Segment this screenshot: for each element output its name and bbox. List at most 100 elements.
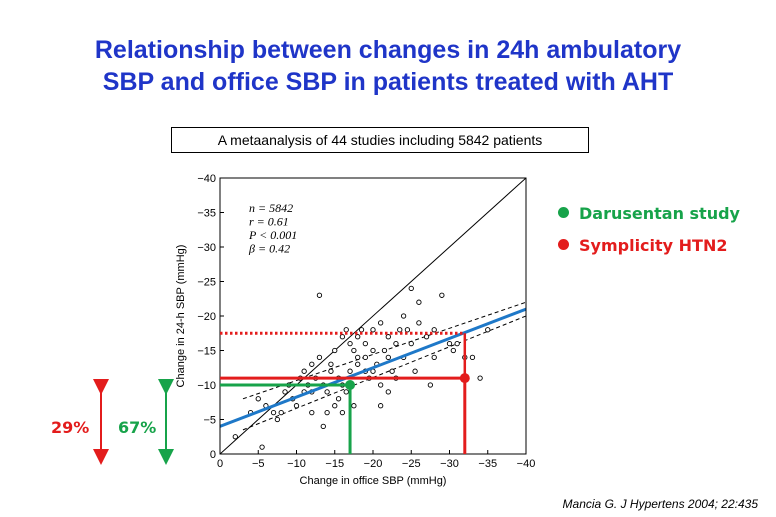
data-point-57 bbox=[385, 354, 391, 361]
data-point-37 bbox=[351, 403, 357, 409]
percentage-red: 29% bbox=[51, 418, 90, 437]
stat-line-3: β = 0.42 bbox=[248, 242, 290, 256]
data-point-53 bbox=[377, 382, 384, 388]
y-tick-label-2: −10 bbox=[197, 380, 216, 392]
data-point-24 bbox=[324, 389, 330, 395]
legend-label-symplicity: Symplicity HTN2 bbox=[579, 236, 728, 255]
data-point-34 bbox=[343, 327, 349, 333]
darusentan-marker bbox=[345, 380, 356, 390]
y-tick-label-7: −35 bbox=[197, 208, 216, 220]
data-point-22 bbox=[320, 423, 326, 430]
data-point-41 bbox=[355, 354, 361, 361]
data-point-81 bbox=[485, 327, 491, 333]
data-point-16 bbox=[309, 409, 315, 416]
data-point-25 bbox=[328, 368, 334, 374]
data-point-26 bbox=[328, 361, 334, 367]
data-point-47 bbox=[370, 347, 376, 354]
legend-item-darusentan: Darusentan study bbox=[558, 204, 740, 223]
data-point-64 bbox=[404, 327, 411, 333]
data-point-5 bbox=[270, 409, 277, 416]
data-point-31 bbox=[339, 409, 346, 416]
data-point-19 bbox=[316, 354, 323, 361]
data-point-68 bbox=[416, 320, 422, 326]
x-axis-label: Change in office SBP (mmHg) bbox=[300, 475, 447, 487]
stat-line-0: n = 5842 bbox=[249, 201, 293, 215]
data-point-74 bbox=[439, 292, 445, 298]
data-point-35 bbox=[347, 368, 353, 374]
plot-clip-group bbox=[220, 178, 526, 454]
x-tick-label-6: −30 bbox=[440, 458, 459, 470]
data-point-28 bbox=[332, 347, 338, 354]
symplicity-marker bbox=[459, 373, 470, 384]
data-point-58 bbox=[389, 368, 395, 374]
data-point-73 bbox=[431, 327, 437, 333]
title-line-2: SBP and office SBP in patients treated w… bbox=[102, 68, 674, 96]
data-point-30 bbox=[335, 396, 342, 402]
x-tick-label-5: −25 bbox=[402, 458, 421, 470]
data-point-52 bbox=[377, 320, 384, 326]
data-point-54 bbox=[381, 347, 388, 354]
data-point-79 bbox=[469, 354, 476, 361]
data-point-40 bbox=[355, 334, 361, 340]
x-tick-label-0: 0 bbox=[217, 458, 223, 470]
data-point-76 bbox=[450, 347, 456, 354]
data-point-38 bbox=[351, 347, 357, 354]
citation: Mancia G. J Hypertens 2004; 22:435 bbox=[562, 497, 758, 511]
data-point-3 bbox=[259, 444, 265, 450]
y-tick-label-1: −5 bbox=[203, 415, 216, 427]
data-point-75 bbox=[446, 340, 453, 347]
data-point-66 bbox=[408, 285, 414, 292]
data-point-6 bbox=[274, 416, 281, 423]
data-point-51 bbox=[377, 403, 384, 409]
data-point-42 bbox=[358, 327, 365, 333]
data-point-2 bbox=[255, 396, 261, 402]
data-point-83 bbox=[339, 334, 346, 340]
legend-item-symplicity: Symplicity HTN2 bbox=[558, 236, 728, 255]
data-point-69 bbox=[416, 299, 422, 305]
data-point-71 bbox=[427, 382, 434, 388]
data-point-63 bbox=[400, 313, 407, 319]
data-point-65 bbox=[408, 340, 414, 347]
data-point-56 bbox=[385, 389, 391, 395]
data-point-39 bbox=[355, 361, 361, 367]
x-tick-label-1: −5 bbox=[252, 458, 265, 470]
data-point-72 bbox=[431, 354, 437, 361]
data-point-7 bbox=[278, 409, 284, 416]
y-tick-label-6: −30 bbox=[197, 242, 216, 254]
ci-lower-line bbox=[242, 315, 526, 431]
data-point-20 bbox=[316, 292, 323, 298]
y-tick-label-0: 0 bbox=[210, 449, 216, 461]
data-point-8 bbox=[282, 389, 288, 395]
data-point-48 bbox=[370, 327, 376, 333]
data-point-70 bbox=[423, 334, 430, 340]
x-tick-label-3: −15 bbox=[325, 458, 344, 470]
data-point-44 bbox=[362, 340, 368, 347]
data-point-33 bbox=[343, 389, 349, 395]
page-title: Relationship between changes in 24h ambu… bbox=[0, 34, 776, 98]
data-point-23 bbox=[324, 409, 330, 416]
legend-label-darusentan: Darusentan study bbox=[579, 204, 740, 223]
y-tick-label-5: −25 bbox=[197, 277, 216, 289]
data-point-0 bbox=[232, 434, 238, 440]
stat-line-2: P < 0.001 bbox=[248, 228, 297, 242]
y-tick-label-8: −40 bbox=[197, 173, 216, 185]
y-tick-label-3: −15 bbox=[197, 346, 216, 358]
data-point-14 bbox=[301, 368, 307, 374]
x-tick-label-4: −20 bbox=[364, 458, 383, 470]
y-axis-label: Change in 24-h SBP (mmHg) bbox=[175, 245, 187, 388]
x-tick-label-8: −40 bbox=[517, 458, 536, 470]
title-line-1: Relationship between changes in 24h ambu… bbox=[94, 36, 682, 64]
stat-line-1: r = 0.61 bbox=[249, 215, 289, 229]
green-dot-icon bbox=[558, 207, 569, 218]
regression-line bbox=[220, 307, 526, 428]
subtitle-box: A metaanalysis of 44 studies including 5… bbox=[171, 127, 589, 153]
x-tick-label-2: −10 bbox=[287, 458, 306, 470]
data-point-36 bbox=[347, 340, 353, 347]
red-dot-icon bbox=[558, 239, 569, 250]
x-tick-label-7: −35 bbox=[478, 458, 497, 470]
data-point-82 bbox=[309, 361, 315, 367]
percentage-green: 67% bbox=[118, 418, 157, 437]
data-point-55 bbox=[385, 334, 391, 340]
